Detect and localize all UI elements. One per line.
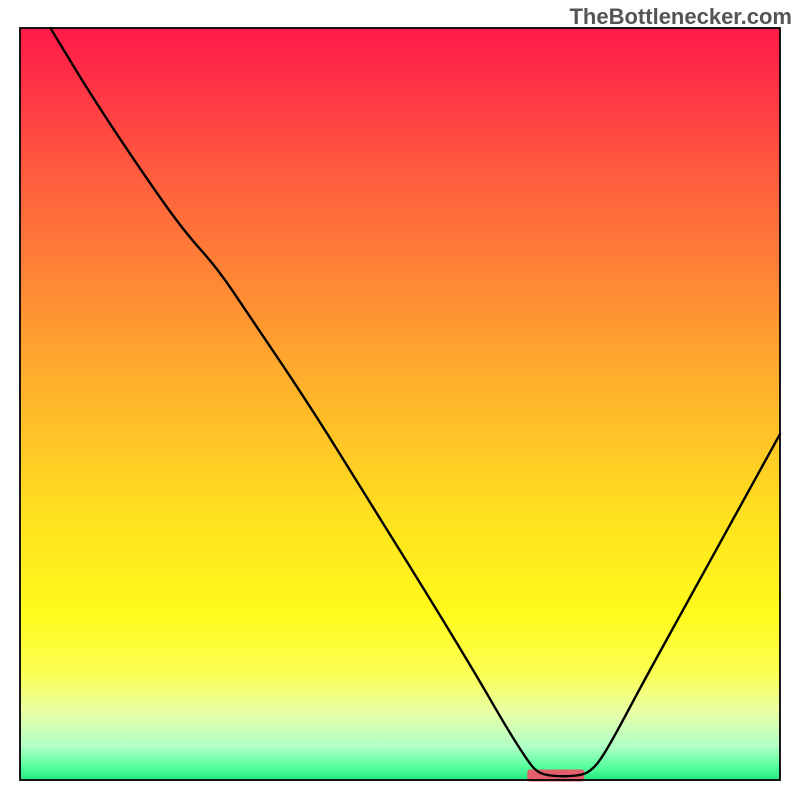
watermark-text: TheBottlenecker.com xyxy=(569,4,792,30)
plot-area xyxy=(20,28,780,782)
chart-svg xyxy=(0,0,800,800)
gradient-background xyxy=(20,28,780,780)
chart-container: TheBottlenecker.com xyxy=(0,0,800,800)
